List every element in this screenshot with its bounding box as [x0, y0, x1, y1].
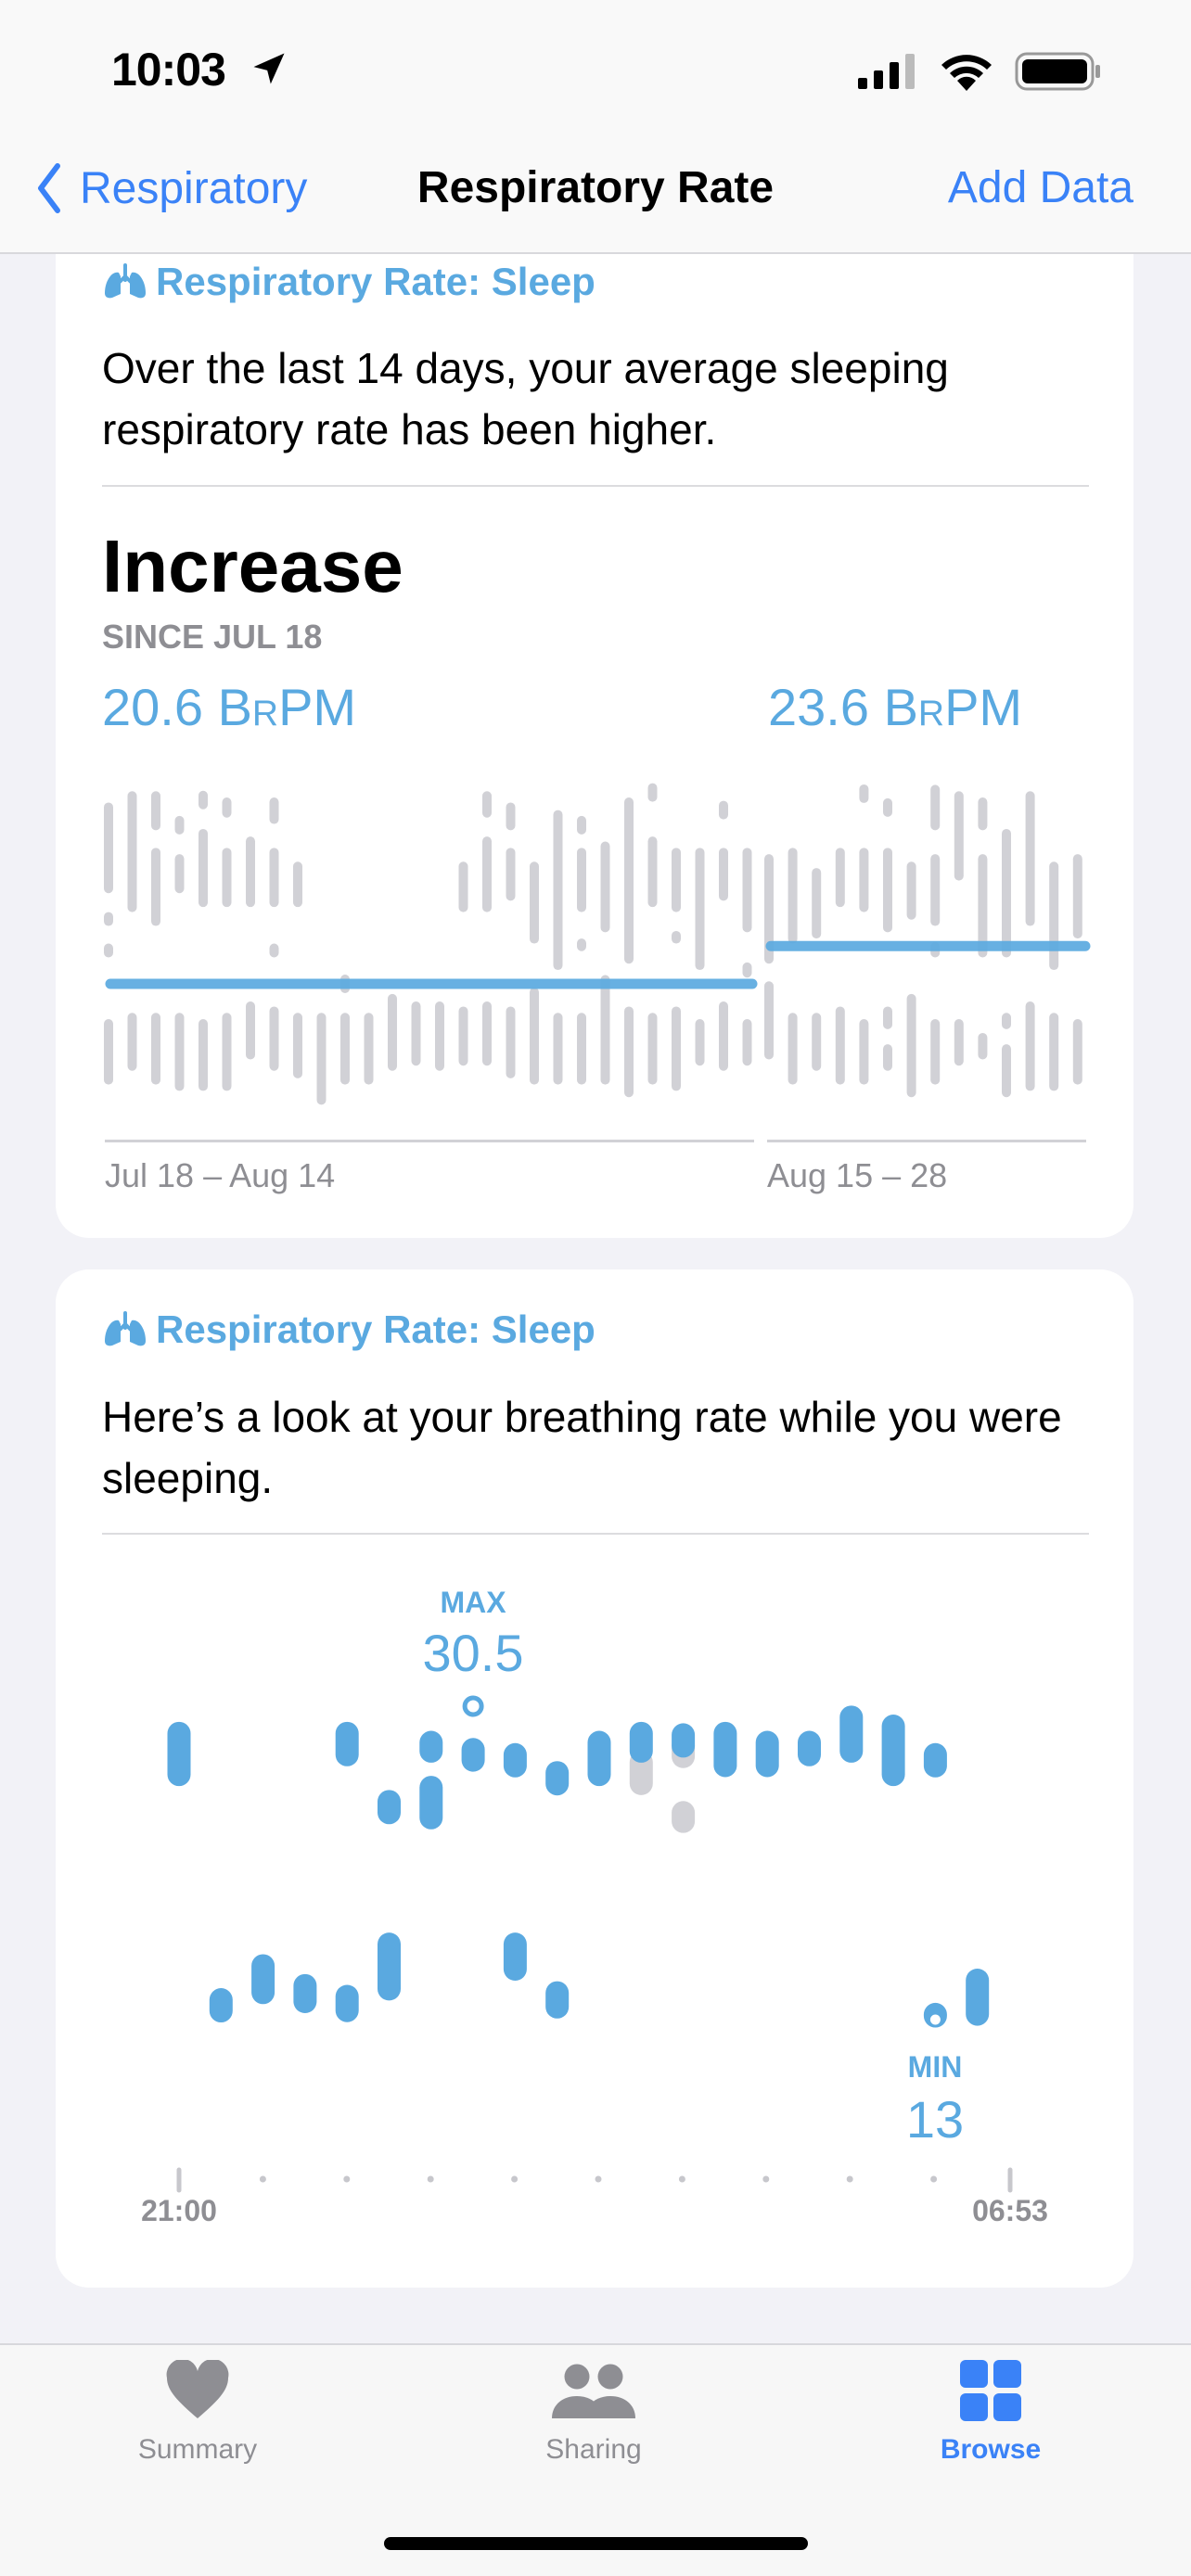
left-range-label: Jul 18 – Aug 14 — [105, 1156, 336, 1194]
min-value: 13 — [905, 2090, 965, 2149]
location-arrow-icon — [253, 53, 285, 84]
tab-label: Sharing — [545, 2434, 642, 2465]
status-time: 10:03 — [111, 44, 226, 96]
back-button[interactable]: Respiratory — [35, 162, 307, 214]
trend-chart — [104, 783, 1091, 1105]
people-icon — [552, 2364, 635, 2418]
divider — [102, 1533, 1089, 1535]
card-header-label: Respiratory Rate: Sleep — [156, 1307, 596, 1351]
tab-label: Summary — [137, 2434, 258, 2465]
divider — [102, 485, 1089, 487]
since-label: SINCE JUL 18 — [102, 618, 323, 656]
right-average: 23.6 BrPM — [768, 677, 1022, 737]
back-label: Respiratory — [80, 163, 308, 213]
grid-icon — [960, 2360, 1021, 2421]
lungs-icon — [105, 263, 146, 299]
end-time-label: 06:53 — [972, 2194, 1048, 2227]
wifi-icon — [941, 55, 992, 91]
sleep-chart — [167, 1695, 1013, 2193]
axis-tick-dot — [846, 2175, 853, 2183]
left-average: 20.6 BrPM — [102, 677, 356, 737]
home-indicator — [384, 2537, 808, 2550]
lungs-icon — [105, 1311, 146, 1346]
add-data-button[interactable]: Add Data — [947, 163, 1133, 212]
status-bar — [0, 0, 1191, 139]
tab-sharing[interactable]: Sharing — [482, 2360, 705, 2466]
axis-tick-dot — [595, 2175, 602, 2183]
axis-tick-dot — [511, 2175, 519, 2183]
trend-title: Increase — [102, 525, 403, 607]
right-average-value: 23.6 — [768, 678, 869, 736]
right-range-label: Aug 15 – 28 — [767, 1156, 948, 1194]
axis-tick-dot — [930, 2175, 938, 2183]
left-axis-line — [105, 1140, 754, 1142]
card-header-label: Respiratory Rate: Sleep — [156, 260, 596, 303]
axis-tick-dot — [762, 2175, 770, 2183]
max-marker — [462, 1695, 484, 1717]
card-description: Over the last 14 days, your average slee… — [102, 344, 949, 453]
axis-tick-dot — [678, 2175, 685, 2183]
axis-tick-dot — [259, 2175, 266, 2183]
trend-card[interactable] — [56, 185, 1133, 1238]
left-average-unit: BrPM — [217, 678, 357, 736]
max-value: 30.5 — [422, 1624, 524, 1682]
tab-browse[interactable]: Browse — [879, 2360, 1102, 2466]
nav-bar — [0, 139, 1191, 254]
tab-summary[interactable]: Summary — [86, 2360, 309, 2466]
chevron-left-icon — [38, 163, 60, 213]
heart-icon — [166, 2360, 229, 2418]
min-marker — [929, 2014, 941, 2025]
card-header: Respiratory Rate: Sleep — [102, 1307, 596, 1352]
card-description: Here’s a look at your breathing rate whi… — [102, 1393, 1062, 1502]
left-average-value: 20.6 — [102, 678, 203, 736]
min-label: MIN — [907, 2050, 963, 2084]
tab-label: Browse — [940, 2434, 1042, 2465]
max-label: MAX — [440, 1586, 506, 1619]
right-average-unit: BrPM — [883, 678, 1023, 736]
card-header: Respiratory Rate: Sleep — [102, 260, 596, 304]
axis-tick-dot — [343, 2175, 351, 2183]
right-axis-line — [767, 1140, 1086, 1142]
battery-icon — [1015, 52, 1100, 91]
cellular-signal-icon — [858, 54, 915, 89]
axis-tick-dot — [427, 2175, 434, 2183]
start-time-label: 21:00 — [141, 2194, 217, 2227]
